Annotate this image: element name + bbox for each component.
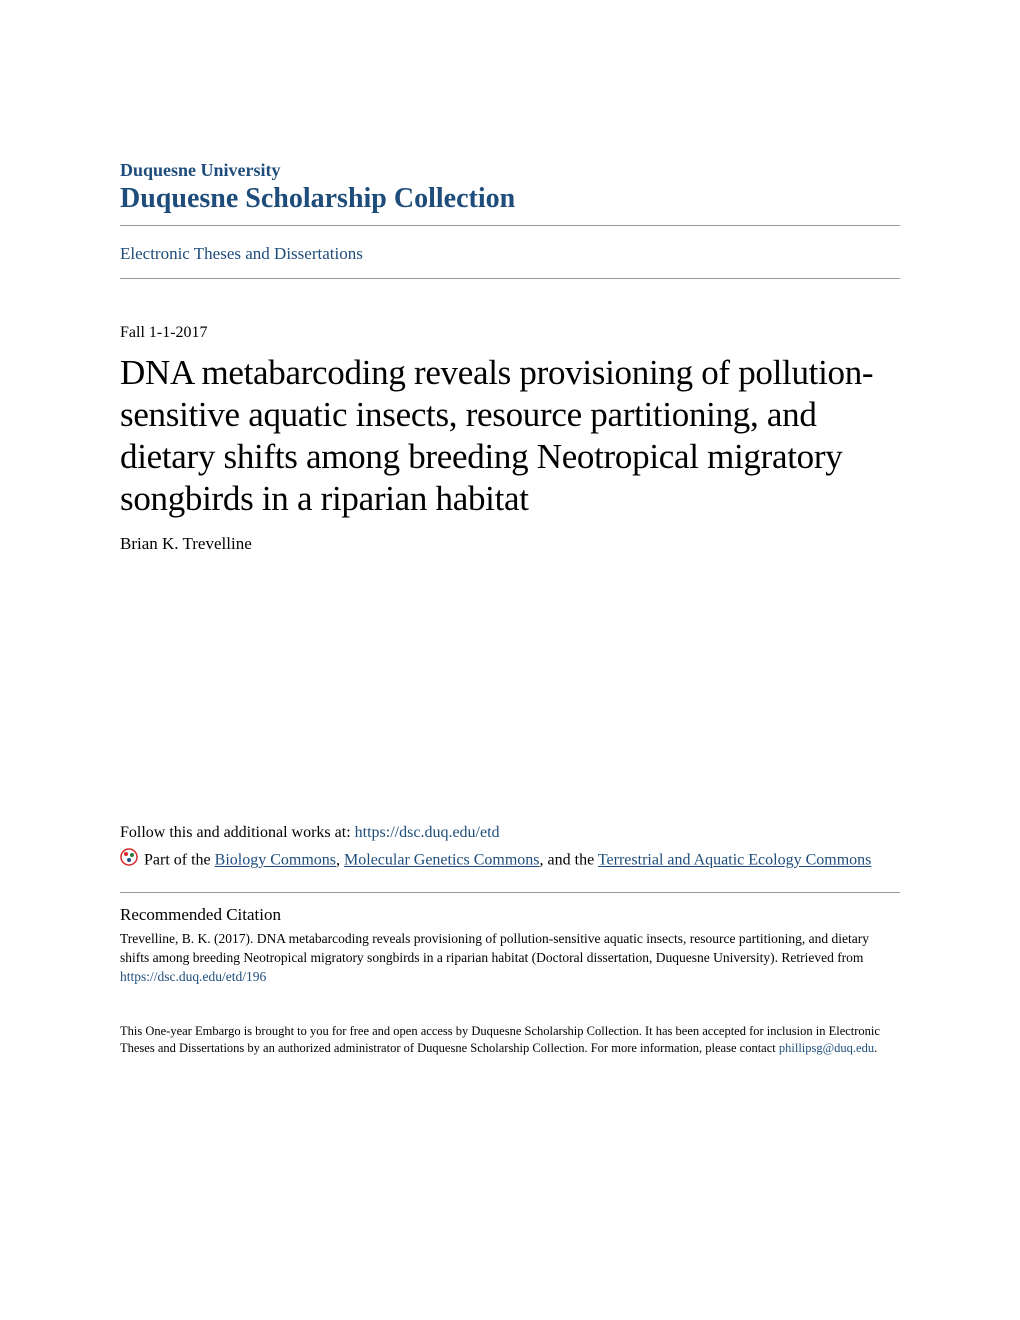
divider-top	[120, 225, 900, 226]
footer-period: .	[874, 1041, 877, 1055]
part-of-container: Part of the Biology Commons, Molecular G…	[120, 848, 900, 874]
collection-name[interactable]: Duquesne Scholarship Collection	[120, 183, 900, 215]
footer-container: This One-year Embargo is brought to you …	[120, 1023, 900, 1058]
author-name: Brian K. Trevelline	[120, 534, 900, 554]
citation-url[interactable]: https://dsc.duq.edu/etd/196	[120, 969, 266, 984]
divider-bottom	[120, 278, 900, 279]
follow-text: Follow this and additional works at:	[120, 824, 355, 841]
citation-heading: Recommended Citation	[120, 905, 900, 925]
commons-link-ecology[interactable]: Terrestrial and Aquatic Ecology Commons	[598, 852, 871, 869]
footer-email[interactable]: phillipsg@duq.edu	[779, 1041, 874, 1055]
citation-text-container: Trevelline, B. K. (2017). DNA metabarcod…	[120, 930, 900, 987]
sep1: ,	[336, 852, 344, 869]
follow-container: Follow this and additional works at: htt…	[120, 824, 900, 842]
publication-date: Fall 1-1-2017	[120, 324, 900, 342]
footer-text: This One-year Embargo is brought to you …	[120, 1024, 880, 1056]
commons-link-biology[interactable]: Biology Commons	[215, 852, 336, 869]
paper-title: DNA metabarcoding reveals provisioning o…	[120, 352, 900, 520]
part-of-prefix: Part of the	[144, 852, 215, 869]
university-name: Duquesne University	[120, 160, 900, 181]
network-icon	[120, 848, 138, 874]
sep2: , and the	[540, 852, 598, 869]
commons-link-genetics[interactable]: Molecular Genetics Commons	[344, 852, 540, 869]
series-link[interactable]: Electronic Theses and Dissertations	[120, 244, 900, 264]
citation-text: Trevelline, B. K. (2017). DNA metabarcod…	[120, 931, 869, 965]
divider-citation	[120, 892, 900, 893]
follow-link[interactable]: https://dsc.duq.edu/etd	[355, 824, 500, 841]
